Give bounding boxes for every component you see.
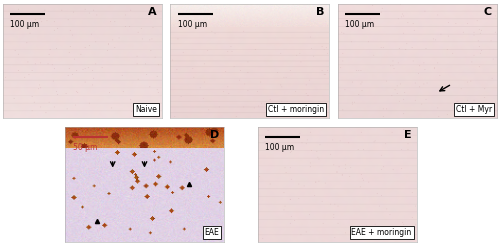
Text: Naive: Naive <box>135 105 156 114</box>
Text: Ctl + Myr: Ctl + Myr <box>456 105 492 114</box>
Text: EAE + moringin: EAE + moringin <box>352 228 412 237</box>
Text: Ctl + moringin: Ctl + moringin <box>268 105 324 114</box>
Text: D: D <box>210 130 219 140</box>
Text: EAE: EAE <box>204 228 219 237</box>
Text: E: E <box>404 130 411 140</box>
Text: A: A <box>148 7 156 17</box>
Text: B: B <box>316 7 324 17</box>
Text: 100 μm: 100 μm <box>178 20 207 29</box>
Text: 50 μm: 50 μm <box>73 143 98 152</box>
Text: 100 μm: 100 μm <box>346 20 374 29</box>
Text: 100 μm: 100 μm <box>266 143 294 152</box>
Text: 100 μm: 100 μm <box>10 20 40 29</box>
Text: C: C <box>484 7 492 17</box>
